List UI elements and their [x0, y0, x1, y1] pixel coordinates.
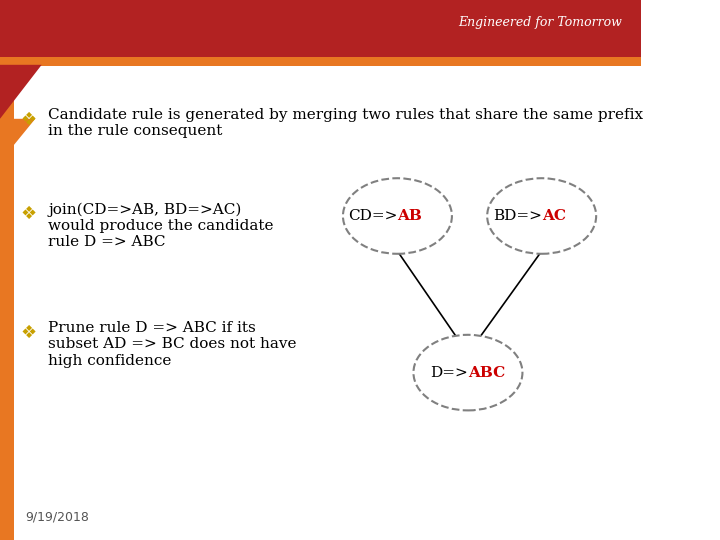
Text: ABC: ABC [468, 366, 505, 380]
Text: AC: AC [541, 209, 566, 223]
Text: join(CD=>AB, BD=>AC)
would produce the candidate
rule D => ABC: join(CD=>AB, BD=>AC) would produce the c… [48, 202, 274, 249]
Text: Engineered for Tomorrow: Engineered for Tomorrow [458, 16, 622, 29]
FancyBboxPatch shape [0, 57, 14, 540]
Text: ❖: ❖ [21, 324, 37, 342]
Text: ❖: ❖ [21, 111, 37, 129]
FancyBboxPatch shape [0, 57, 641, 66]
FancyBboxPatch shape [0, 0, 641, 57]
Text: AB: AB [397, 209, 423, 223]
Ellipse shape [487, 178, 596, 254]
Text: ❖: ❖ [21, 205, 37, 223]
Text: BD=>: BD=> [492, 209, 541, 223]
Text: CD=>: CD=> [348, 209, 397, 223]
Ellipse shape [413, 335, 523, 410]
Text: Candidate rule is generated by merging two rules that share the same prefix
in t: Candidate rule is generated by merging t… [48, 108, 643, 138]
Text: D=>: D=> [430, 366, 468, 380]
Ellipse shape [343, 178, 452, 254]
Text: Prune rule D => ABC if its
subset AD => BC does not have
high confidence: Prune rule D => ABC if its subset AD => … [48, 321, 297, 368]
Text: 9/19/2018: 9/19/2018 [26, 511, 89, 524]
Polygon shape [0, 65, 42, 119]
Polygon shape [0, 119, 35, 162]
